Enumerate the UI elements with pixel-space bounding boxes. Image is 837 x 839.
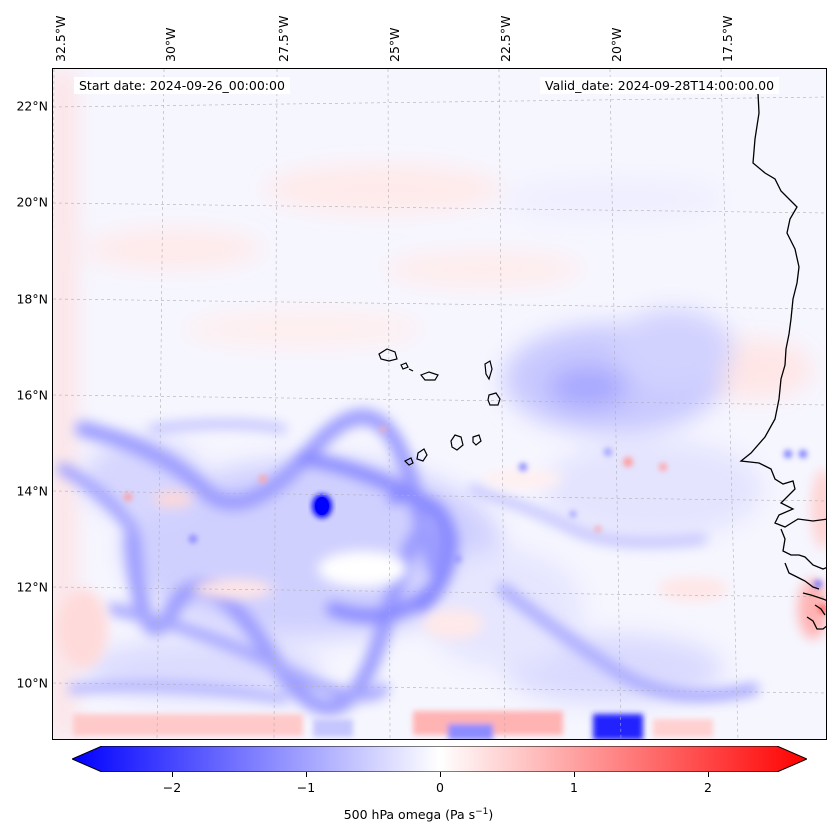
valid-date-label: Valid_date: 2024-09-28T14:00:00.00 [540, 77, 780, 94]
lon-label-30w: 30°W [163, 27, 178, 62]
tick-mark-0 [440, 772, 441, 777]
lon-label-32-5w: 32.5°W [53, 15, 68, 62]
longitude-labels: 32.5°W 30°W 27.5°W 25°W 22.5°W 20°W 17.5… [0, 0, 837, 68]
tick-mark-neg1 [306, 772, 307, 777]
lat-label-22n: 22°N [16, 98, 48, 114]
lon-label-22-5w: 22.5°W [498, 15, 513, 62]
lat-label-20n: 20°N [16, 194, 48, 210]
colorbar-label-exponent: −1 [475, 807, 489, 817]
tick-mark-neg2 [172, 772, 173, 777]
colorbar-label-end: ) [488, 807, 494, 823]
start-date-label: Start date: 2024-09-26_00:00:00 [74, 77, 290, 94]
latitude-labels: 22°N 20°N 18°N 16°N 14°N 12°N 10°N [0, 0, 52, 839]
descent-patches [58, 469, 826, 669]
convective-core [312, 494, 332, 518]
graticule [53, 69, 826, 739]
tick-label-1: 1 [570, 780, 578, 795]
tick-label-neg1: −1 [296, 780, 316, 795]
colorbar-label-main: 500 hPa omega (Pa s [343, 807, 476, 823]
lat-label-14n: 14°N [16, 483, 48, 499]
tick-mark-2 [708, 772, 709, 777]
colorbar-ticks: −2 −1 0 1 2 [0, 772, 837, 796]
lat-label-12n: 12°N [16, 579, 48, 595]
lon-label-20w: 20°W [609, 27, 624, 62]
lon-label-25w: 25°W [387, 27, 402, 62]
tick-label-2: 2 [704, 780, 712, 795]
omega-field [53, 69, 826, 739]
colorbar [72, 746, 807, 772]
omega-map [52, 68, 827, 740]
tick-label-0: 0 [436, 780, 444, 795]
lon-label-17-5w: 17.5°W [720, 15, 735, 62]
lat-label-10n: 10°N [16, 675, 48, 691]
speckles [124, 426, 826, 614]
colorbar-label: 500 hPa omega (Pa s−1) [0, 807, 837, 822]
cabo-verde-islands [378, 348, 501, 466]
lat-label-18n: 18°N [16, 291, 48, 307]
tick-mark-1 [574, 772, 575, 777]
boundary-band [73, 711, 713, 739]
lon-label-27-5w: 27.5°W [276, 15, 291, 62]
tick-label-neg2: −2 [162, 780, 182, 795]
african-coastline [739, 92, 826, 630]
lat-label-16n: 16°N [16, 387, 48, 403]
